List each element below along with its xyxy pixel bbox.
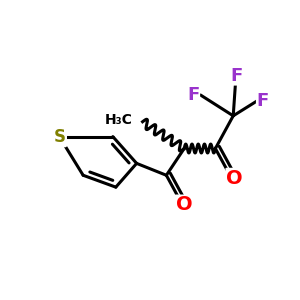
Text: S: S xyxy=(53,128,65,146)
Text: H₃C: H₃C xyxy=(104,113,132,127)
Text: F: F xyxy=(257,92,269,110)
Text: F: F xyxy=(187,86,199,104)
Text: O: O xyxy=(226,169,243,188)
Text: O: O xyxy=(176,196,193,214)
Text: F: F xyxy=(230,67,242,85)
